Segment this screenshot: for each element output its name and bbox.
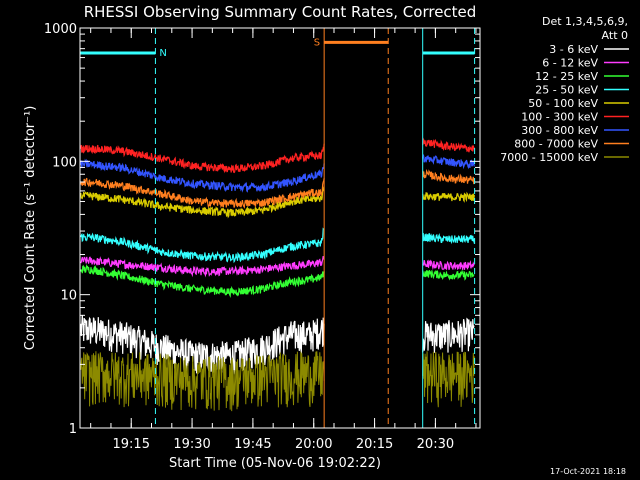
legend-label: 100 - 300 keV — [521, 111, 598, 124]
series-line — [80, 177, 325, 209]
legend-label: 800 - 7000 keV — [514, 138, 598, 151]
series-line — [422, 259, 475, 271]
series-7 — [80, 154, 475, 193]
legend-label: 3 - 6 keV — [549, 43, 598, 56]
series-line — [80, 158, 325, 193]
axis-layer: 1 10 100 1000 19:15 19:30 19:45 20:00 20:15 20:30 — [44, 22, 480, 452]
series-line — [80, 186, 325, 219]
series-line — [422, 269, 475, 281]
series-line — [422, 232, 475, 245]
series-line — [80, 351, 325, 412]
y-axis-label: Corrected Count Rate (s⁻¹ detector⁻¹) — [23, 106, 38, 351]
x-tick-label: 20:15 — [356, 437, 393, 452]
series-line — [422, 351, 475, 408]
series-3 — [80, 263, 475, 299]
series-line — [80, 315, 325, 375]
series-line — [422, 154, 475, 170]
x-tick-label: 20:30 — [417, 437, 454, 452]
x-tick-label: 19:30 — [173, 437, 210, 452]
y-tick-label: 1000 — [44, 22, 77, 37]
chart-title: RHESSI Observing Summary Count Rates, Co… — [84, 3, 477, 21]
interval-label: S — [314, 37, 320, 48]
legend-header-line-2: Att 0 — [602, 29, 628, 42]
interval-label: N — [159, 48, 166, 59]
x-axis-label: Start Time (05-Nov-06 19:02:22) — [169, 456, 381, 471]
legend-header-line-1: Det 1,3,4,5,6,9, — [542, 15, 628, 28]
data-layer — [80, 137, 475, 412]
y-tick-label: 10 — [60, 289, 77, 304]
legend-label: 25 - 50 keV — [535, 84, 598, 97]
series-6 — [80, 137, 475, 174]
series-line — [422, 317, 475, 353]
series-4 — [80, 227, 475, 264]
y-tick-label: 100 — [52, 155, 77, 170]
series-line — [422, 191, 475, 203]
legend-label: 50 - 100 keV — [528, 97, 598, 110]
series-line — [80, 255, 325, 278]
series-line — [422, 168, 475, 185]
legend-label: 12 - 25 keV — [535, 70, 598, 83]
series-line — [80, 263, 325, 299]
legend-label: 7000 - 15000 keV — [500, 151, 598, 164]
plot-frame — [79, 27, 481, 429]
series-9 — [80, 351, 475, 412]
series-line — [80, 227, 325, 264]
legend-label: 300 - 800 keV — [521, 124, 598, 137]
series-5 — [80, 186, 475, 219]
series-line — [80, 143, 325, 174]
x-tick-label: 20:00 — [295, 437, 332, 452]
footer-timestamp: 17-Oct-2021 18:18 — [550, 467, 626, 476]
series-line — [422, 137, 475, 153]
series-2 — [80, 255, 475, 278]
y-tick-label: 1 — [69, 422, 77, 437]
x-tick-label: 19:45 — [234, 437, 271, 452]
series-8 — [80, 168, 475, 209]
x-tick-label: 19:15 — [113, 437, 150, 452]
series-1 — [80, 315, 475, 375]
legend-label: 6 - 12 keV — [542, 57, 598, 70]
